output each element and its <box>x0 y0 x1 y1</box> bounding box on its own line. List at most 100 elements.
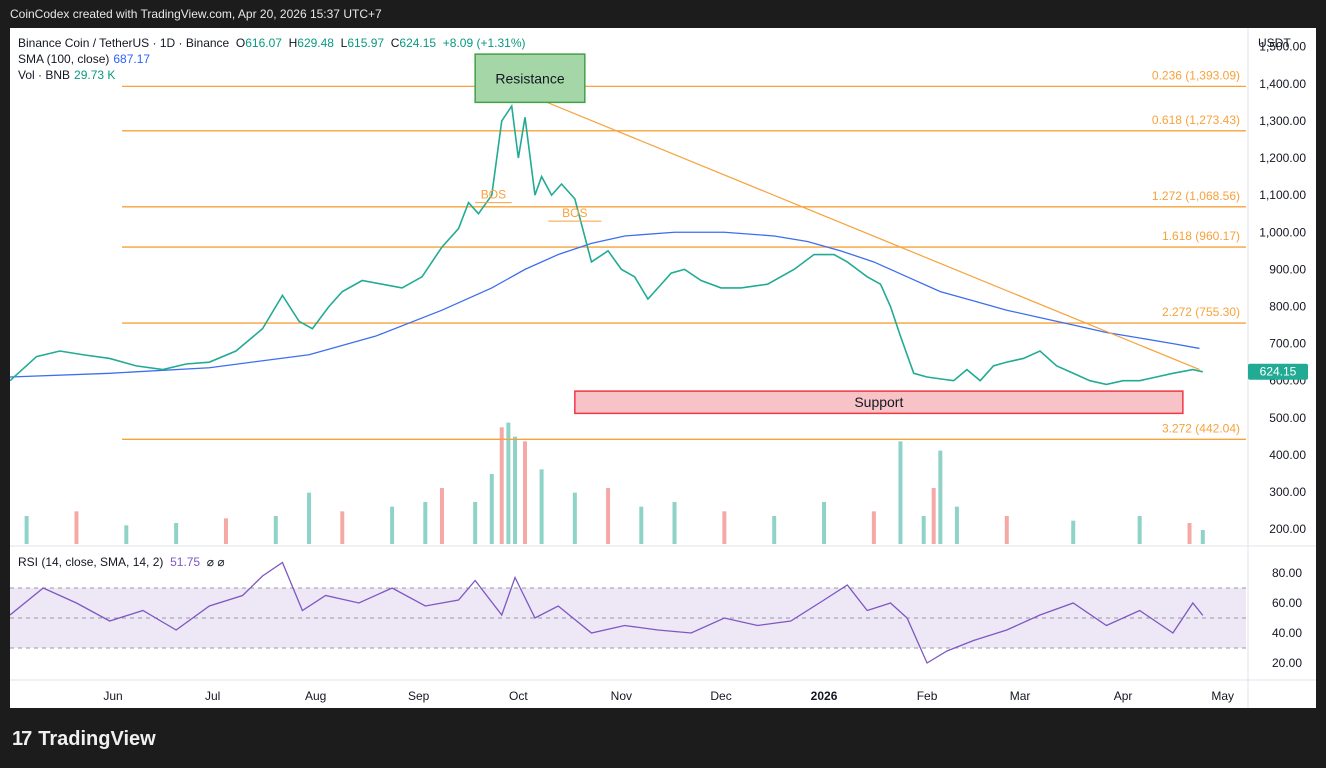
bos-label: BOS <box>562 206 587 220</box>
price-tick-label: 1,300.00 <box>1259 114 1306 128</box>
tradingview-mark-icon: 17 <box>12 728 32 750</box>
price-tick-label: 900.00 <box>1269 262 1306 276</box>
volume-bar <box>273 516 278 544</box>
fib-level-label: 2.272 (755.30) <box>1162 305 1240 319</box>
resistance-label: Resistance <box>495 70 564 86</box>
support-zone <box>574 390 1184 415</box>
volume-bar <box>898 441 903 544</box>
rsi-tick-label: 80.00 <box>1272 566 1302 580</box>
legend-low: 615.97 <box>347 36 385 50</box>
price-tick-label: 1,200.00 <box>1259 151 1306 165</box>
legend-open: 616.07 <box>245 36 282 50</box>
rsi-legend[interactable]: RSI (14, close, SMA, 14, 2) 51.75 ⌀ ⌀ <box>18 555 225 569</box>
volume-bar <box>722 511 727 544</box>
volume-bar <box>513 436 518 544</box>
fib-level-label: 1.272 (1,068.56) <box>1152 189 1240 203</box>
time-tick-label: Dec <box>710 689 731 703</box>
rsi-value: 51.75 <box>170 555 201 569</box>
legend-symbol[interactable]: Binance Coin / TetherUS · 1D · Binance <box>18 36 230 50</box>
time-tick-label: Nov <box>611 689 632 703</box>
price-axis-unit: USDT <box>1258 36 1291 50</box>
volume-bar <box>489 474 494 544</box>
current-price-badge <box>1248 363 1308 380</box>
fib-level-label: 3.272 (442.04) <box>1162 421 1240 435</box>
support-label: Support <box>854 394 903 410</box>
volume-bar <box>539 469 544 544</box>
legend-symbol-row: Binance Coin / TetherUS · 1D · Binance O… <box>18 35 526 51</box>
chart-frame[interactable]: USDT 1,500.00 1,400.00 1,300.00 1,200.00 1,10… <box>9 28 1316 708</box>
tradingview-brand: TradingView <box>38 728 156 750</box>
chart-legend: Binance Coin / TetherUS · 1D · Binance O… <box>18 35 526 83</box>
volume-bar <box>1187 523 1192 544</box>
price-tick-label: 800.00 <box>1269 299 1306 313</box>
volume-bar <box>1137 516 1142 544</box>
rsi-tick-label: 40.00 <box>1272 626 1302 640</box>
legend-sma-value: 687.17 <box>113 52 151 66</box>
legend-volume-row[interactable]: Vol · BNB 29.73 K <box>18 67 526 83</box>
legend-close-label: C <box>390 36 400 50</box>
rsi-tick-label: 20.00 <box>1272 656 1302 670</box>
rsi-visibility-icons[interactable]: ⌀ ⌀ <box>206 555 225 569</box>
sma-line <box>9 231 1200 378</box>
price-tick-label: 1,000.00 <box>1259 225 1306 239</box>
volume-bar <box>439 488 444 544</box>
volume-bar <box>124 525 129 544</box>
volume-bar <box>24 516 29 544</box>
current-price-label: 624.15 <box>1260 365 1297 379</box>
time-tick-label: Aug <box>305 689 326 703</box>
time-tick-label: 2026 <box>811 689 838 703</box>
volume-bar <box>639 506 644 544</box>
price-tick-label: 1,400.00 <box>1259 77 1306 91</box>
time-tick-label: Mar <box>1010 689 1031 703</box>
volume-bar <box>606 488 611 544</box>
volume-bar <box>499 427 504 544</box>
price-tick-label: 300.00 <box>1269 485 1306 499</box>
price-tick-label: 700.00 <box>1269 337 1306 351</box>
price-line <box>9 103 1203 386</box>
volume-bar <box>672 502 677 544</box>
volume-bar <box>954 506 959 544</box>
legend-open-label: O <box>235 36 246 50</box>
volume-bar <box>1071 520 1076 544</box>
volume-bar <box>423 502 428 544</box>
rsi-tick-label: 60.00 <box>1272 596 1302 610</box>
volume-bar <box>931 488 936 544</box>
header-credit: CoinCodex created with TradingView.com, … <box>10 7 382 21</box>
legend-volume-label: Vol · BNB <box>18 68 71 82</box>
price-tick-label: 200.00 <box>1269 522 1306 536</box>
volume-bar <box>74 511 79 544</box>
time-tick-label: Apr <box>1114 689 1133 703</box>
volume-bar <box>174 523 179 544</box>
legend-close: 624.15 <box>399 36 437 50</box>
legend-high: 629.48 <box>297 36 334 50</box>
resistance-zone <box>474 53 586 104</box>
fib-level-label: 0.618 (1,273.43) <box>1152 113 1240 127</box>
fib-level-label: 0.236 (1,393.09) <box>1152 68 1240 82</box>
volume-bar <box>523 441 527 544</box>
time-tick-label: May <box>1211 689 1234 703</box>
rsi-line <box>9 561 1204 664</box>
volume-bar <box>822 502 827 544</box>
volume-bar <box>772 516 777 544</box>
legend-change: +8.09 (+1.31%) <box>442 36 526 50</box>
resistance-trendline <box>501 83 1200 371</box>
legend-high-label: H <box>288 36 298 50</box>
volume-bar <box>572 492 577 544</box>
time-tick-label: Jul <box>205 689 220 703</box>
volume-bar <box>473 502 478 544</box>
legend-sma-label: SMA (100, close) <box>18 52 110 66</box>
volume-bar <box>307 492 312 544</box>
volume-bar <box>390 506 395 544</box>
legend-volume-value: 29.73 K <box>74 68 116 82</box>
tradingview-logo[interactable]: 17 TradingView <box>12 728 156 751</box>
price-tick-label: 400.00 <box>1269 448 1306 462</box>
volume-bar <box>223 518 228 544</box>
volume-bar <box>871 511 876 544</box>
price-tick-label: 500.00 <box>1269 411 1306 425</box>
bos-label: BOS <box>481 188 506 202</box>
volume-bar <box>1004 516 1009 544</box>
legend-sma-row[interactable]: SMA (100, close) 687.17 <box>18 51 526 67</box>
legend-low-label: L <box>340 36 348 50</box>
volume-bar <box>921 516 926 544</box>
